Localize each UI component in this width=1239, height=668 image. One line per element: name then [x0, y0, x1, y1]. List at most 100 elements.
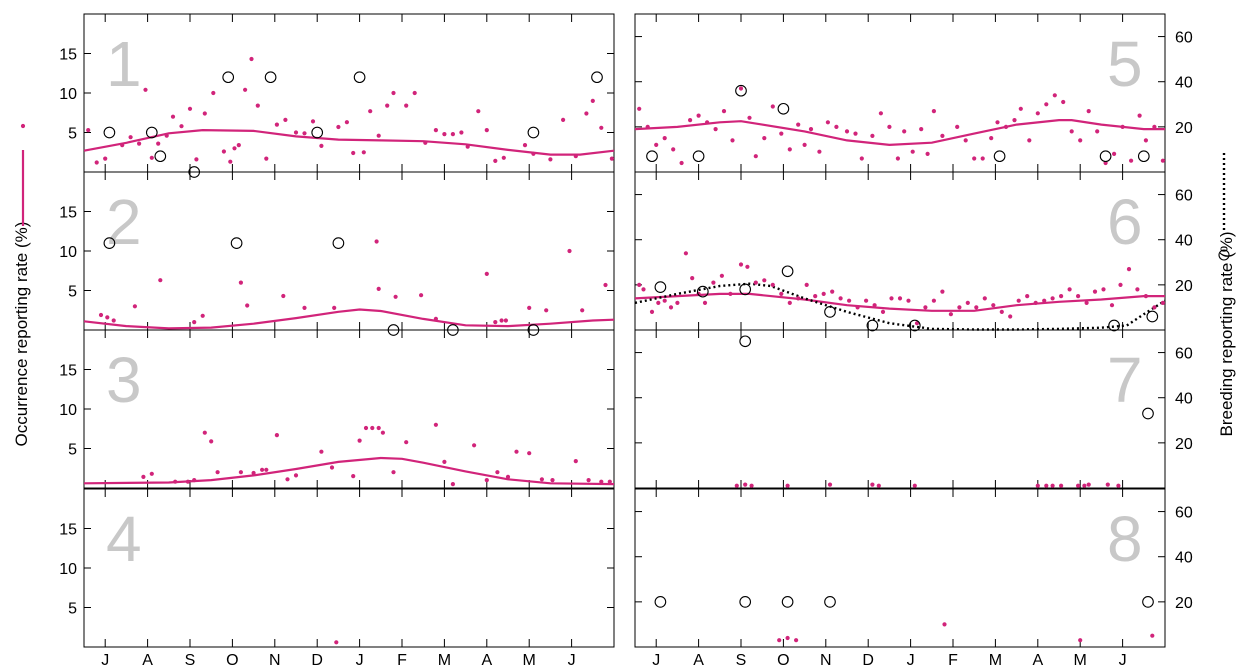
- occurrence-point: [1078, 638, 1083, 643]
- occurrence-point: [683, 251, 689, 256]
- occurrence-point: [1137, 113, 1142, 118]
- occurrence-point: [493, 320, 498, 325]
- occurrence-point: [393, 294, 398, 299]
- occurrence-point: [1044, 102, 1049, 107]
- panel-frame: [83, 488, 615, 648]
- occurrence-point: [787, 300, 792, 305]
- occurrence-point: [749, 483, 754, 488]
- occurrence-point: [719, 273, 725, 278]
- y-axis-right-title: Breeding reporting rate (%): [1217, 231, 1236, 436]
- occurrence-point: [493, 158, 498, 163]
- breeding-point: [654, 596, 667, 608]
- occurrence-point: [368, 109, 373, 114]
- occurrence-point: [164, 133, 169, 138]
- occurrence-point: [1059, 294, 1064, 299]
- breeding-point: [692, 150, 705, 163]
- panel-6: 6 20 40 60: [634, 171, 1193, 332]
- occurrence-point: [847, 298, 852, 303]
- y-tick-label: 10: [59, 402, 77, 419]
- occurrence-point: [251, 470, 256, 476]
- occurrence-point: [1116, 483, 1121, 488]
- occurrence-point: [796, 296, 801, 301]
- occurrence-point: [679, 160, 684, 166]
- occurrence-point: [721, 109, 727, 114]
- occurrence-point: [249, 56, 254, 62]
- occurrence-point: [965, 300, 970, 305]
- occurrence-point: [599, 479, 604, 484]
- occurrence-point: [293, 473, 299, 478]
- breeding-point: [739, 596, 752, 608]
- occurrence-point: [948, 312, 954, 317]
- breeding-point: [145, 126, 158, 139]
- occurrence-point: [738, 86, 744, 91]
- panel-number: 5: [1107, 28, 1143, 100]
- occurrence-point: [1042, 298, 1047, 303]
- occurrence-point: [202, 430, 207, 435]
- occurrence-point: [376, 425, 381, 431]
- occurrence-point: [505, 474, 511, 479]
- occurrence-point: [584, 111, 589, 116]
- occurrence-point: [573, 154, 578, 159]
- occurrence-point: [391, 90, 396, 96]
- occurrence-point: [211, 90, 216, 96]
- y-tick-label: 40: [1175, 550, 1193, 567]
- breeding-point: [781, 596, 794, 608]
- x-tick-label: J: [652, 652, 660, 668]
- occurrence-point: [1118, 282, 1123, 287]
- breeding-point: [188, 166, 201, 178]
- occurrence-point: [794, 638, 799, 643]
- x-tick-label: S: [185, 652, 196, 668]
- occurrence-point: [931, 109, 937, 114]
- occurrence-point: [747, 115, 752, 120]
- occurrence-point: [743, 482, 748, 487]
- occurrence-point: [770, 282, 775, 287]
- x-tick-label: F: [948, 652, 958, 668]
- x-tick-label: J: [1119, 652, 1127, 668]
- occurrence-point: [260, 467, 265, 472]
- occurrence-point: [1025, 294, 1030, 299]
- x-tick-label: N: [820, 652, 832, 668]
- breeding-curve: [634, 282, 1166, 331]
- occurrence-point: [991, 303, 996, 308]
- occurrence-point: [779, 291, 784, 296]
- occurrence-point: [495, 470, 500, 475]
- occurrence-point: [363, 425, 369, 431]
- occurrence-point: [236, 143, 241, 148]
- panel-number: 6: [1107, 186, 1143, 258]
- occurrence-point: [194, 157, 199, 162]
- panels: 1510152510153510154510155204060620406072…: [59, 13, 1193, 668]
- occurrence-point: [433, 128, 438, 133]
- occurrence-point: [656, 300, 661, 305]
- occurrence-point: [380, 430, 385, 435]
- occurrence-point: [1095, 129, 1100, 134]
- occurrence-point: [404, 103, 409, 108]
- occurrence-point: [1018, 106, 1023, 111]
- occurrence-point: [361, 150, 366, 155]
- occurrence-point: [156, 141, 161, 146]
- x-tick-label: M: [1074, 652, 1087, 668]
- occurrence-point: [264, 467, 269, 472]
- occurrence-point: [1160, 158, 1165, 163]
- occurrence-point: [603, 282, 608, 288]
- occurrence-point: [351, 474, 356, 479]
- y-tick-label: 15: [59, 363, 77, 380]
- occurrence-point: [654, 142, 659, 147]
- occurrence-point: [1105, 482, 1110, 487]
- x-tick-label: A: [1032, 652, 1043, 668]
- panel-frame: [83, 329, 615, 489]
- x-tick-label: D: [311, 652, 323, 668]
- occurrence-point: [830, 289, 835, 294]
- occurrence-point: [1143, 294, 1148, 299]
- occurrence-point: [531, 151, 536, 156]
- occurrence-point: [94, 160, 99, 165]
- occurrence-point: [762, 278, 767, 283]
- x-tick-label: J: [568, 652, 576, 668]
- occurrence-point: [906, 298, 911, 303]
- occurrence-point: [1082, 483, 1087, 488]
- breeding-point: [1142, 596, 1154, 608]
- occurrence-point: [696, 113, 701, 118]
- occurrence-point: [105, 315, 110, 320]
- occurrence-point: [442, 132, 447, 137]
- occurrence-point: [982, 296, 987, 301]
- occurrence-point: [484, 128, 489, 133]
